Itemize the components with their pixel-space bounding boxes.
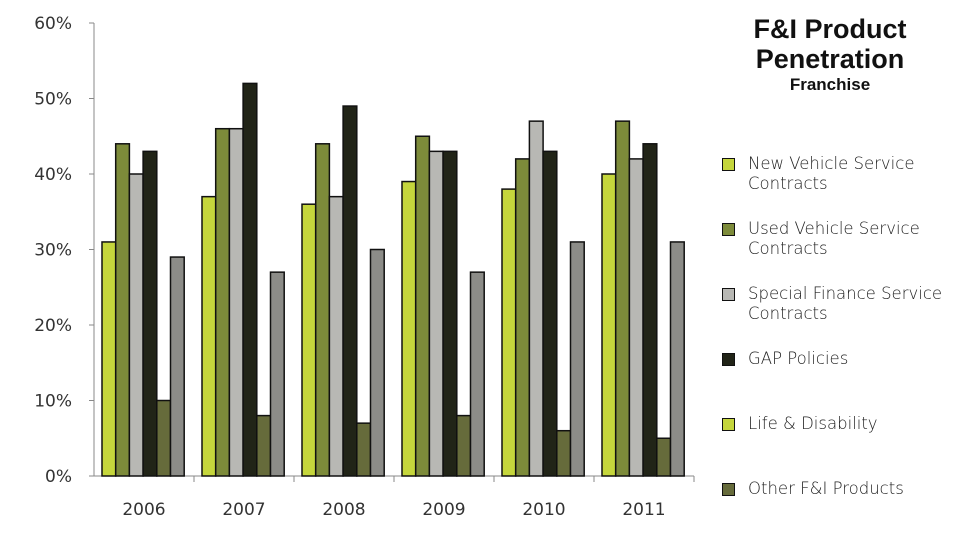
x-tick-label: 2008 [322,500,365,520]
y-tick-label: 60% [34,14,72,34]
bar-2006-special-finance-service-contracts [128,173,144,477]
legend-item: Life & Disability [722,414,928,434]
legend-item: Other F&I Products [722,479,928,499]
y-tick-label: 10% [34,392,72,412]
bar-2006-new-vehicle-service-contracts [101,241,117,477]
bar-2007-life-disability [256,414,272,477]
x-tick-label: 2006 [122,500,165,520]
bar-2009-other-f-i-products [469,271,485,477]
bar-2007-special-finance-service-contracts [228,127,244,477]
bar-2011-other-f-i-products [669,241,685,477]
bar-2010-other-f-i-products [569,241,585,477]
bar-2006-life-disability [156,399,172,477]
chart-title: F&I Product Penetration [753,14,907,74]
legend-label: GAP Policies [748,349,849,368]
bar-2008-new-vehicle-service-contracts [301,203,317,477]
legend-item: GAP Policies [722,349,928,369]
bar-2010-used-vehicle-service-contracts [514,158,531,477]
legend-swatch [722,353,735,366]
legend-label: Other F&I Products [748,479,904,498]
bar-2006-used-vehicle-service-contracts [114,143,131,477]
legend-label: New Vehicle Service Contracts [748,154,915,193]
bar-2011-gap-policies [642,143,658,477]
bar-2008-used-vehicle-service-contracts [314,143,331,477]
bar-2010-gap-policies [542,150,558,477]
legend-swatch [722,288,735,301]
legend-swatch [722,483,735,496]
bar-2006-gap-policies [142,150,158,477]
legend-item: Used Vehicle Service Contracts [722,219,928,259]
y-tick-label: 30% [34,241,72,261]
bar-2007-new-vehicle-service-contracts [201,195,217,477]
bar-2010-special-finance-service-contracts [528,120,544,477]
bar-2008-life-disability [356,422,372,477]
bar-2008-gap-policies [342,105,358,477]
bar-2009-used-vehicle-service-contracts [414,135,431,477]
bar-2010-life-disability [556,429,572,477]
bar-2009-new-vehicle-service-contracts [401,180,417,477]
x-tick-label: 2010 [522,500,565,520]
bar-2011-life-disability [656,437,672,477]
legend-label: Used Vehicle Service Contracts [748,219,920,258]
y-tick-label: 20% [34,316,72,336]
bar-2009-special-finance-service-contracts [428,150,444,477]
bar-2010-new-vehicle-service-contracts [501,188,517,477]
legend-swatch [722,158,735,171]
x-tick-label: 2007 [222,500,265,520]
x-tick-label: 2009 [422,500,465,520]
chart-subtitle: Franchise [789,75,871,94]
bar-2008-special-finance-service-contracts [328,195,344,477]
legend-item: New Vehicle Service Contracts [722,154,928,194]
legend-item: Special Finance Service Contracts [722,284,948,324]
bar-2006-other-f-i-products [169,256,185,477]
bar-2009-gap-policies [442,150,458,477]
legend-label: Life & Disability [748,414,878,433]
bar-2011-used-vehicle-service-contracts [614,120,631,477]
bar-2007-gap-policies [242,82,258,477]
bar-2008-other-f-i-products [369,248,385,477]
bar-2011-special-finance-service-contracts [628,158,644,477]
bar-2007-used-vehicle-service-contracts [214,127,231,477]
bar-2007-other-f-i-products [269,271,285,477]
x-tick-label: 2011 [622,500,665,520]
y-tick-label: 50% [34,90,72,110]
bar-2009-life-disability [456,414,472,477]
legend-label: Special Finance Service Contracts [748,284,943,323]
y-tick-label: 40% [34,165,72,185]
chart-title-block: F&I Product Penetration Franchise [720,14,940,96]
legend-swatch [722,418,735,431]
legend-swatch [722,223,735,236]
y-tick-label: 0% [45,467,72,487]
bar-2011-new-vehicle-service-contracts [601,173,617,477]
